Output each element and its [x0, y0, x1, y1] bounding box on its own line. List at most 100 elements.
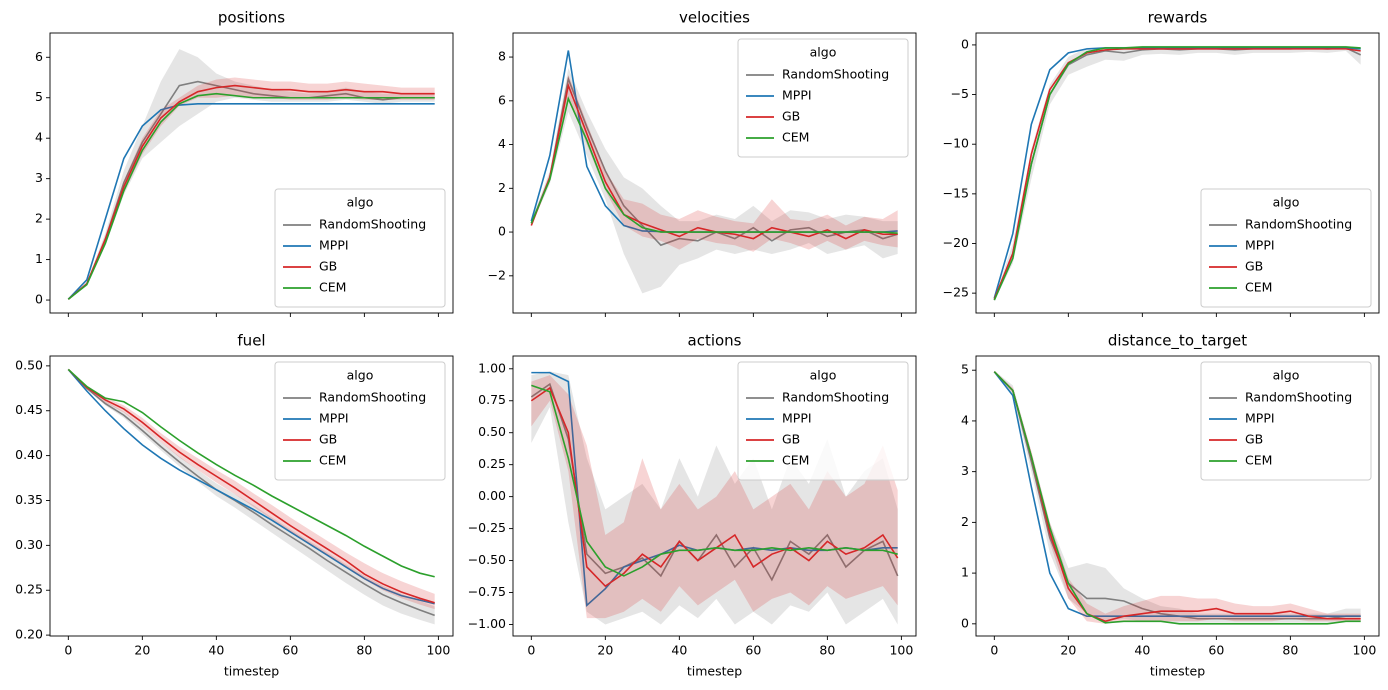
- error-band: [531, 74, 898, 252]
- y-tick-label: 4: [498, 136, 506, 151]
- x-tick-label: 0: [527, 643, 535, 658]
- legend-label: MPPI: [319, 411, 349, 426]
- subplot: fuel 0.20 0.25 0.30 0.35 0.40 0.45 0.50 0 20 40 60 8…: [15, 332, 454, 679]
- axes-frame: [975, 32, 1380, 314]
- legend-label: MPPI: [782, 88, 812, 103]
- legend-label: CEM: [319, 280, 346, 295]
- legend-title: algo: [1273, 195, 1300, 210]
- x-tick-label: 80: [1282, 643, 1298, 658]
- y-tick-label: 0.50: [15, 357, 43, 372]
- error-band: [531, 68, 898, 294]
- legend: algo RandomShooting MPPI GB CEM: [1200, 361, 1372, 481]
- y-tick-label: −25: [943, 285, 969, 300]
- legend-box: [737, 38, 909, 158]
- axes-frame: [512, 32, 917, 314]
- legend-box: [1200, 361, 1372, 481]
- legend-label: CEM: [782, 130, 809, 145]
- plot-area: [67, 49, 435, 300]
- y-tick-label: 4: [961, 412, 969, 427]
- legend-box: [737, 361, 909, 481]
- y-tick-label: 0.00: [478, 488, 506, 503]
- legend-label: MPPI: [782, 411, 812, 426]
- legend: algo RandomShooting MPPI GB CEM: [737, 361, 909, 481]
- x-tick-label: 40: [208, 643, 224, 658]
- subplot-title: distance_to_target: [1108, 332, 1247, 351]
- subplot: velocities −2 0 2 4 6 8 algo RandomShooting MPPI G…: [488, 9, 917, 317]
- y-tick-label: 2: [498, 180, 506, 195]
- x-tick-label: 0: [64, 643, 72, 658]
- subplot: positions 0 1 2 3 4 5 6 algo RandomShooting MPPI GB…: [35, 9, 454, 317]
- x-tick-label: 40: [1134, 643, 1150, 658]
- y-tick-label: −0.25: [468, 520, 506, 535]
- x-tick-label: 20: [134, 643, 150, 658]
- x-tick-label: 40: [671, 643, 687, 658]
- y-tick-label: 1.00: [478, 360, 506, 375]
- y-tick-label: 0.50: [478, 424, 506, 439]
- series-line: [67, 80, 435, 300]
- error-band: [68, 77, 435, 300]
- series-line: [993, 46, 1361, 301]
- subplot-title: velocities: [679, 9, 750, 27]
- legend-title: algo: [1273, 368, 1300, 383]
- legend-label: GB: [782, 432, 800, 447]
- legend-label: RandomShooting: [319, 217, 426, 232]
- y-tick-label: 5: [961, 362, 969, 377]
- y-tick-label: −10: [943, 136, 969, 151]
- legend-title: algo: [810, 368, 837, 383]
- x-tick-label: 60: [745, 643, 761, 658]
- subplot-title: fuel: [237, 332, 265, 350]
- y-tick-label: −15: [943, 185, 969, 200]
- series-line: [67, 84, 435, 300]
- x-tick-label: 20: [597, 643, 613, 658]
- subplot: distance_to_target 0 1 2 3 4 5 0 20 40 60 80 100 time…: [961, 332, 1380, 679]
- series-line: [531, 384, 898, 577]
- x-axis-label: timestep: [1150, 664, 1205, 679]
- y-tick-label: 3: [961, 463, 969, 478]
- y-tick-label: 6: [498, 92, 506, 107]
- series-line: [993, 371, 1361, 618]
- series-line: [993, 48, 1361, 300]
- y-tick-label: 0.25: [15, 582, 43, 597]
- series-line: [67, 368, 435, 617]
- legend-box: [274, 188, 446, 308]
- y-tick-label: 0.30: [15, 537, 43, 552]
- legend-label: GB: [1245, 432, 1263, 447]
- plot-area: [993, 45, 1362, 302]
- legend-title: algo: [810, 45, 837, 60]
- legend-label: MPPI: [319, 238, 349, 253]
- series-line: [530, 96, 898, 234]
- y-tick-label: 0.75: [478, 392, 506, 407]
- y-tick-label: 0: [961, 615, 969, 630]
- legend-box: [274, 361, 446, 481]
- x-tick-label: 60: [1208, 643, 1224, 658]
- legend: algo RandomShooting MPPI GB CEM: [274, 361, 446, 481]
- legend-label: GB: [319, 432, 337, 447]
- legend-box: [1200, 188, 1372, 308]
- subplot: rewards −25 −20 −15 −10 −5 0 algo RandomShooting…: [943, 9, 1380, 317]
- subplot-title: actions: [688, 332, 742, 350]
- plot-area: [993, 370, 1361, 625]
- y-tick-label: 0: [961, 36, 969, 51]
- y-tick-label: 2: [961, 514, 969, 529]
- plot-area: [530, 50, 898, 294]
- legend-label: GB: [1245, 259, 1263, 274]
- legend-label: RandomShooting: [1245, 390, 1352, 405]
- series-line: [67, 368, 435, 578]
- legend: algo RandomShooting MPPI GB CEM: [737, 38, 909, 158]
- x-tick-label: 20: [1060, 643, 1076, 658]
- x-tick-label: 0: [990, 643, 998, 658]
- series-line: [67, 368, 435, 604]
- y-tick-label: 3: [35, 170, 43, 185]
- axes-frame: [49, 355, 454, 637]
- axes-frame: [512, 355, 917, 637]
- y-tick-label: 0.35: [15, 492, 43, 507]
- y-tick-label: 4: [35, 130, 43, 145]
- y-tick-label: −20: [943, 235, 969, 250]
- x-tick-label: 80: [356, 643, 372, 658]
- legend-label: CEM: [782, 453, 809, 468]
- x-tick-label: 100: [426, 643, 450, 658]
- series-line: [67, 103, 435, 300]
- x-tick-label: 100: [889, 643, 913, 658]
- error-band: [531, 371, 898, 625]
